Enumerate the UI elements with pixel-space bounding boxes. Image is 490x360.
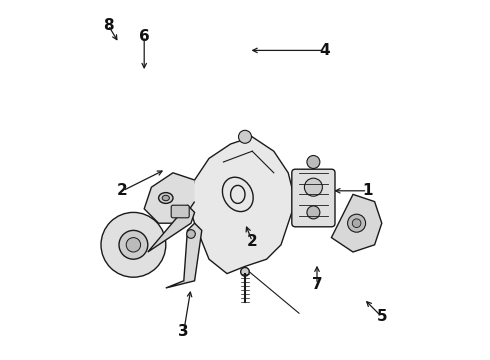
Circle shape [187, 230, 196, 238]
PathPatch shape [148, 205, 195, 252]
PathPatch shape [331, 194, 382, 252]
Text: 2: 2 [117, 183, 128, 198]
Circle shape [347, 214, 366, 232]
Text: 7: 7 [312, 277, 322, 292]
Text: 3: 3 [178, 324, 189, 339]
Circle shape [126, 238, 141, 252]
Text: 2: 2 [247, 234, 258, 249]
FancyBboxPatch shape [171, 205, 189, 218]
Circle shape [241, 267, 249, 276]
Circle shape [307, 206, 320, 219]
PathPatch shape [144, 173, 195, 223]
Text: 6: 6 [139, 28, 149, 44]
Circle shape [307, 156, 320, 168]
Circle shape [101, 212, 166, 277]
Circle shape [239, 130, 251, 143]
Circle shape [119, 230, 148, 259]
Text: 8: 8 [103, 18, 114, 33]
PathPatch shape [166, 223, 202, 288]
Text: 1: 1 [362, 183, 373, 198]
Ellipse shape [162, 195, 170, 201]
Circle shape [352, 219, 361, 228]
Text: 5: 5 [376, 309, 387, 324]
FancyBboxPatch shape [292, 169, 335, 227]
PathPatch shape [187, 137, 295, 274]
Text: 4: 4 [319, 43, 329, 58]
Circle shape [304, 178, 322, 196]
Ellipse shape [159, 193, 173, 203]
